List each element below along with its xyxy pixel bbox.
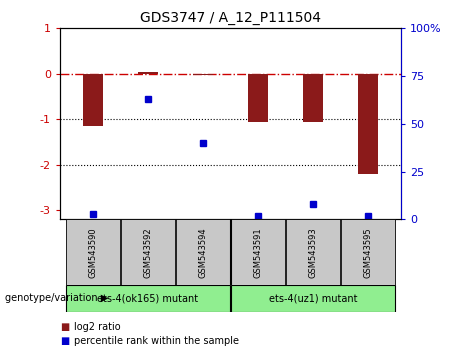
Bar	[286, 219, 340, 285]
Text: ets-4(uz1) mutant: ets-4(uz1) mutant	[269, 293, 357, 303]
Text: GSM543590: GSM543590	[89, 227, 97, 278]
Text: percentile rank within the sample: percentile rank within the sample	[74, 336, 239, 346]
Bar	[83, 74, 103, 126]
Bar	[359, 74, 378, 174]
Bar	[66, 219, 120, 285]
Bar	[231, 219, 285, 285]
Text: GSM543592: GSM543592	[143, 227, 153, 278]
Text: GSM543595: GSM543595	[364, 227, 372, 278]
Bar	[121, 219, 175, 285]
Text: log2 ratio: log2 ratio	[74, 322, 120, 332]
Text: GSM543591: GSM543591	[254, 227, 262, 278]
Text: ■: ■	[60, 336, 69, 346]
Bar	[193, 74, 213, 75]
Bar	[66, 285, 230, 312]
Text: GSM543593: GSM543593	[308, 227, 318, 278]
Bar	[341, 219, 395, 285]
Text: ets-4(ok165) mutant: ets-4(ok165) mutant	[97, 293, 199, 303]
Bar	[303, 74, 323, 122]
Text: ■: ■	[60, 322, 69, 332]
Text: genotype/variation ▶: genotype/variation ▶	[5, 293, 108, 303]
Text: GSM543594: GSM543594	[199, 227, 207, 278]
Bar	[176, 219, 230, 285]
Title: GDS3747 / A_12_P111504: GDS3747 / A_12_P111504	[140, 11, 321, 24]
Bar	[138, 72, 158, 74]
Bar	[231, 285, 395, 312]
Bar	[248, 74, 268, 122]
